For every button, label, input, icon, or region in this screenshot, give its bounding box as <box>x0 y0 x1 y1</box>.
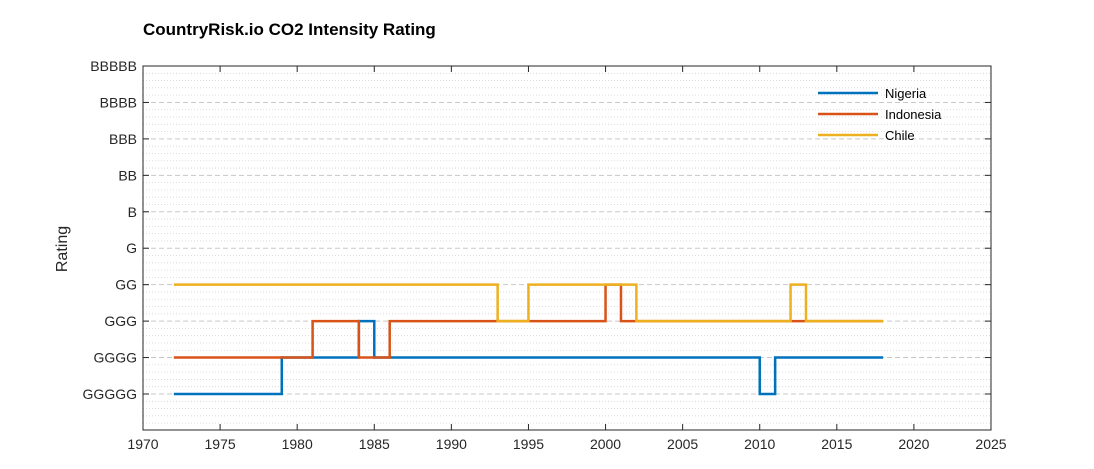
x-tick-label: 1990 <box>436 436 467 452</box>
legend-label: Nigeria <box>885 86 927 101</box>
chart-title: CountryRisk.io CO2 Intensity Rating <box>143 20 436 39</box>
y-tick-label: GGGG <box>93 350 137 366</box>
y-tick-label: BB <box>118 167 137 183</box>
y-axis-label: Rating <box>54 226 71 272</box>
x-tick-label: 2010 <box>744 436 775 452</box>
y-tick-label: B <box>128 204 137 220</box>
grid <box>143 65 991 424</box>
series-line-chile <box>173 283 884 323</box>
legend-label: Indonesia <box>885 107 942 122</box>
y-tick-label: GGG <box>104 313 137 329</box>
legend-label: Chile <box>885 128 915 143</box>
y-tick-label: GGGGG <box>83 386 137 402</box>
axes: 1970 1975 1980 1985 1990 1995 2000 2005 2010 2015… <box>83 58 1007 452</box>
x-tick-label: 2005 <box>667 436 698 452</box>
y-tick-label: BBB <box>109 131 137 147</box>
y-tick-label: G <box>126 240 137 256</box>
x-tick-label: 2015 <box>821 436 852 452</box>
x-tick-label: 1980 <box>282 436 313 452</box>
x-tick-label: 2020 <box>898 436 929 452</box>
y-tick-label: BBBB <box>100 94 137 110</box>
y-tick-label: BBBBB <box>90 58 137 74</box>
legend: Nigeria Indonesia Chile <box>818 86 942 143</box>
x-tick-label: 2025 <box>975 436 1006 452</box>
series-line-indonesia <box>173 283 884 359</box>
x-tick-label: 1975 <box>205 436 236 452</box>
x-tick-label: 1995 <box>513 436 544 452</box>
series-lines <box>173 283 884 396</box>
y-tick-label: GG <box>115 277 137 293</box>
x-tick-label: 2000 <box>590 436 621 452</box>
x-tick-label: 1970 <box>127 436 158 452</box>
x-tick-label: 1985 <box>359 436 390 452</box>
